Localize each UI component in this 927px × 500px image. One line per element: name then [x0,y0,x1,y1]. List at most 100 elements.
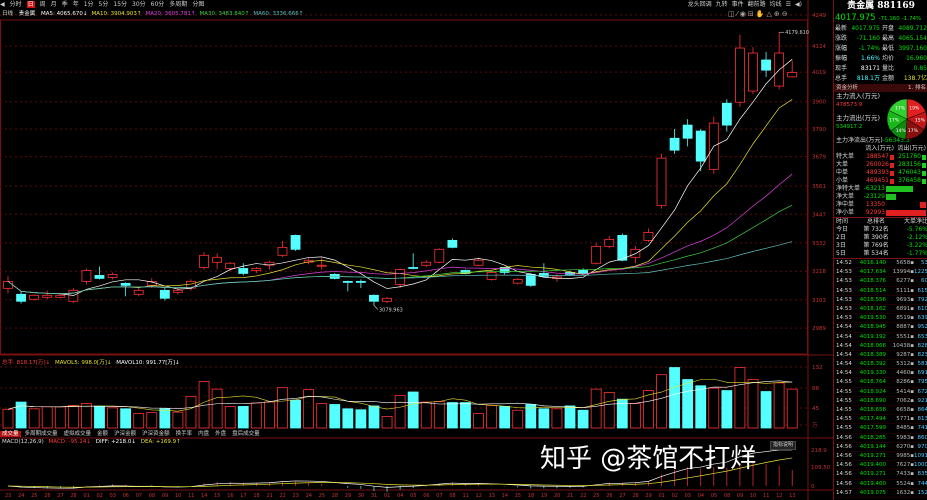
candle[interactable] [186,279,196,291]
tick-price: 4019.400 [859,462,886,469]
candle-body [617,235,628,261]
indicator-tab[interactable]: 沪深资金额 [142,431,170,437]
layers-icon[interactable]: ⊟ [747,10,756,18]
net-row: 净小单 92993 [834,209,927,217]
tick-list[interactable]: 14:52 4016.140 5658▪ 53 14:53 4017.634 13994▪ 1… [834,258,927,498]
candle[interactable] [421,260,432,267]
candle[interactable] [55,294,66,299]
candle[interactable] [656,153,667,209]
period-tab[interactable]: 分图 [192,1,205,8]
line-icon[interactable]: ⁄ [736,10,740,18]
candle[interactable] [369,294,379,306]
candle[interactable] [591,243,602,265]
fund-analysis-header[interactable]: 资金分析 1. 排名 [834,84,927,92]
candle[interactable] [408,253,419,270]
candle[interactable] [277,240,288,258]
candle[interactable] [3,276,13,294]
tick-price: 4019.530 [859,315,886,322]
candle[interactable] [16,291,26,304]
candle[interactable] [761,52,771,77]
candle[interactable] [382,296,392,304]
candle[interactable] [512,278,523,285]
fund-rank-link[interactable]: 1. 排名 [908,85,926,91]
quote-label: 均价 [882,55,895,62]
indicator-tab[interactable]: 外盘 [215,431,227,437]
period-tab[interactable]: 5分 [98,1,109,8]
candle[interactable] [342,280,353,292]
candle[interactable] [721,99,732,132]
candle[interactable] [94,266,105,280]
indicator-tab[interactable]: 金额 [97,431,109,437]
candle[interactable] [107,272,118,280]
candle[interactable] [473,258,484,267]
candle[interactable] [617,233,628,262]
period-tab[interactable]: 月 [50,1,57,8]
candle[interactable] [212,253,223,270]
candle[interactable] [604,235,615,249]
indicator-tab[interactable]: 虚拟成交量 [63,431,92,437]
candle[interactable] [682,119,693,147]
period-tab[interactable]: 分时 [9,1,22,8]
toolbar-item[interactable]: 均线 [769,1,782,8]
candle[interactable] [708,116,719,174]
hand-icon[interactable]: ✋ [755,10,767,18]
toolbar-item[interactable]: 龙头回调 [687,1,712,8]
rank-table: 时间 总排名 大单净比 今日第 732名 -5.76% 2日第 390名 -2.12% 3日第… [834,217,927,258]
indicator-tab[interactable]: 盘后成交量 [232,431,260,437]
candle[interactable] [735,34,745,107]
period-tab[interactable]: 多周期 [169,1,188,8]
candle[interactable] [355,279,366,289]
candle[interactable] [447,238,458,249]
candle[interactable] [748,47,758,95]
zoom-out-icon[interactable]: ⊖ [781,10,790,18]
zoom-in-icon[interactable]: ⊕ [773,10,782,18]
candle[interactable] [643,228,654,243]
candle[interactable] [630,245,641,264]
indicator-tab[interactable]: 多周期成交量 [24,431,58,437]
sound-icon[interactable]: ◀) [795,1,802,8]
candle[interactable] [238,263,249,276]
candle[interactable] [774,32,785,90]
list-icon[interactable]: ☰ [785,1,792,8]
indicator-tab[interactable]: 沪深金额 [114,431,137,437]
candle[interactable] [199,252,209,270]
period-tab[interactable]: 30分 [132,1,146,8]
indicator-tab[interactable]: 换手率 [175,431,193,437]
candle[interactable] [486,270,497,281]
candle[interactable] [251,266,262,274]
period-tab[interactable]: 年 [72,1,79,8]
candle[interactable] [42,290,53,300]
toolbar-item[interactable]: 翻前路 [747,1,766,8]
candle[interactable] [787,60,798,78]
candle[interactable] [538,263,549,278]
period-tab[interactable]: 周 [39,1,46,8]
indicator-tab[interactable]: 内盘 [198,431,210,437]
kline-chart[interactable]: 4249 4124 4019 3900 3790 3679 3561 3447 3332 3218… [0,0,833,500]
period-tab[interactable]: 日 [26,1,35,8]
candle[interactable] [120,282,131,297]
candle[interactable] [159,288,170,301]
indicator-tab[interactable]: 成交量 [0,431,21,437]
candle[interactable] [81,268,92,285]
candle[interactable] [133,288,144,297]
volume-bar [407,391,419,429]
candle[interactable] [290,234,301,251]
toolbar-item[interactable]: 事件 [731,1,744,8]
current-price: 4017.975 [835,13,876,23]
period-tab[interactable]: 60分 [150,1,165,8]
candle[interactable] [434,248,445,264]
period-tab[interactable]: 15分 [113,1,128,8]
tick-row: 14:55 4018.924 5414▪ 672 [834,388,927,397]
candle[interactable] [669,129,680,154]
period-tab[interactable]: 1分 [83,1,94,8]
period-tab[interactable]: 季 [61,1,68,8]
triangle-icon[interactable]: △ [766,10,774,18]
back-arrow-icon[interactable]: ◀ [0,1,5,8]
tick-count: 53 [921,260,927,266]
candle[interactable] [29,294,40,301]
candle[interactable] [695,129,706,172]
toolbar-item[interactable]: 九转 [715,1,728,8]
draw-icon[interactable]: ◫ [728,10,737,18]
indicator-help-button[interactable]: 指标说明 [770,441,797,450]
eye-icon[interactable]: ◉ [739,10,748,18]
